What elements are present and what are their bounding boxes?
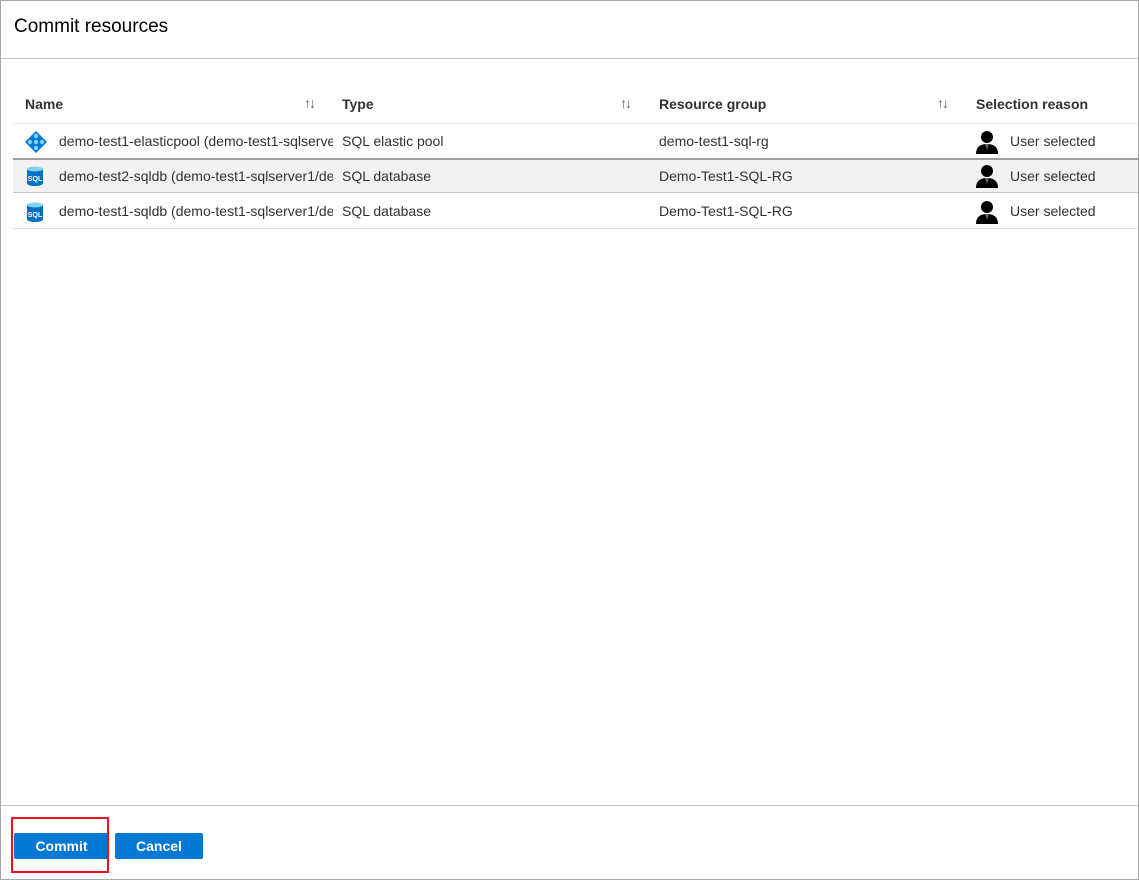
resource-group: Demo-Test1-SQL-RG [659,203,793,219]
resource-type: SQL elastic pool [342,133,444,149]
sort-icon[interactable]: ↑↓ [304,95,316,111]
column-header-name[interactable]: Name [25,96,64,112]
selection-reason: User selected [1010,168,1096,184]
resource-type: SQL database [342,168,431,184]
highlight-box [11,817,109,873]
resource-name[interactable]: demo-test1-sqldb (demo-test1-sqlserver1/… [59,203,333,219]
sort-icon[interactable]: ↑↓ [620,95,632,111]
resource-name[interactable]: demo-test1-elasticpool (demo-test1-sqlse… [59,133,333,149]
selection-reason: User selected [1010,133,1096,149]
header-divider [13,123,1138,124]
cancel-button[interactable]: Cancel [115,833,203,859]
divider [1,58,1138,59]
commit-button[interactable]: Commit [14,833,109,859]
sql-database-icon: SQL [25,165,45,186]
sql-database-icon: SQL [25,201,45,222]
resource-group: demo-test1-sql-rg [659,133,769,149]
column-header-resource-group[interactable]: Resource group [659,96,767,112]
user-icon [976,164,998,188]
user-icon [976,130,998,154]
resource-type: SQL database [342,203,431,219]
selection-reason: User selected [1010,203,1096,219]
column-header-selection-reason[interactable]: Selection reason [976,96,1089,112]
sort-icon[interactable]: ↑↓ [937,95,949,111]
svg-text:SQL: SQL [28,176,43,183]
table-row[interactable]: demo-test1-elasticpool (demo-test1-sqlse… [13,124,1138,159]
footer-divider [1,805,1138,806]
page-title: Commit resources [14,16,169,37]
resource-name[interactable]: demo-test2-sqldb (demo-test1-sqlserver1/… [59,168,333,184]
svg-text:SQL: SQL [28,212,43,219]
table-row[interactable]: SQL demo-test1-sqldb (demo-test1-sqlserv… [13,194,1138,229]
user-icon [976,200,998,224]
elastic-pool-icon [25,131,47,153]
column-header-type[interactable]: Type [342,96,374,112]
table-row[interactable]: SQL demo-test2-sqldb (demo-test1-sqlserv… [13,158,1138,193]
resource-group: Demo-Test1-SQL-RG [659,168,793,184]
